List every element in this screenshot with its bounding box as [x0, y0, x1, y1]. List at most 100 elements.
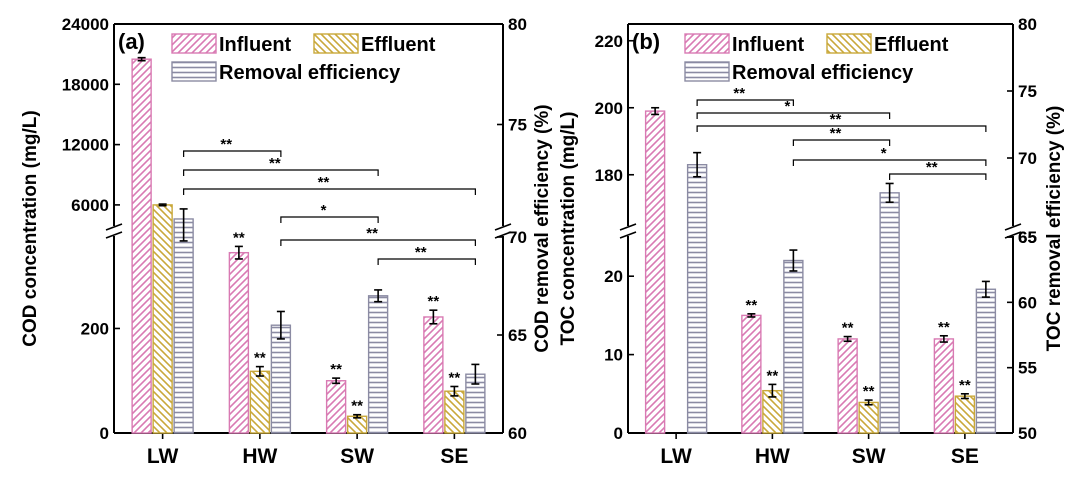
- comparison-label: *: [784, 98, 790, 115]
- significance-mark: **: [233, 229, 245, 246]
- left-tick-label: 200: [81, 319, 109, 338]
- right-tick-label: 65: [508, 326, 527, 345]
- legend-label-removal-efficiency: Removal efficiency: [219, 62, 401, 84]
- legend-label-influent: Influent: [732, 34, 805, 56]
- bar-removal-efficiency-hw: [783, 259, 804, 434]
- bar-influent-sw: [325, 380, 347, 434]
- bar-removal-efficiency-sw: [367, 295, 389, 434]
- significance-mark: **: [959, 377, 971, 394]
- right-tick-label: 55: [1018, 359, 1037, 378]
- panel-label: (b): [632, 29, 660, 54]
- right-tick-label: 80: [1018, 15, 1037, 34]
- comparison-label: *: [321, 202, 327, 219]
- comparison-bracket: [183, 188, 476, 195]
- bar-removal-efficiency-lw: [686, 163, 708, 434]
- category-label-sw: SW: [340, 445, 374, 468]
- comparison-bracket: [696, 112, 891, 119]
- comparison-bracket: [696, 99, 794, 106]
- comparison-bracket: [792, 159, 987, 166]
- significance-mark: **: [842, 320, 854, 337]
- significance-mark: **: [938, 319, 950, 336]
- right-tick-label: 80: [508, 15, 527, 34]
- legend-label-effluent: Effluent: [874, 34, 949, 56]
- bar-removal-efficiency-hw: [270, 324, 292, 434]
- bar-effluent-hw: [249, 370, 271, 434]
- bar-effluent-se: [954, 395, 976, 434]
- left-tick-label: 12000: [62, 136, 109, 155]
- significance-mark: **: [351, 398, 363, 415]
- right-tick-label: 75: [508, 116, 527, 135]
- legend-swatch-effluent: [313, 33, 359, 54]
- left-tick-label: 6000: [71, 196, 109, 215]
- legend-swatch-influent: [684, 33, 730, 54]
- comparison-label: **: [366, 225, 378, 242]
- comparison-bracket: [280, 216, 379, 223]
- comparison-label: **: [733, 85, 745, 102]
- legend-swatch-influent: [171, 33, 217, 54]
- right-tick-label: 50: [1018, 424, 1037, 443]
- left-tick-label: 180: [595, 166, 623, 185]
- comparison-label: **: [269, 155, 281, 172]
- bar-removal-efficiency-se: [975, 288, 997, 434]
- comparison-label: **: [830, 111, 842, 128]
- bar-influent-sw: [837, 338, 858, 434]
- category-label-se: SE: [951, 445, 979, 468]
- comparison-label: *: [881, 145, 887, 162]
- bar-influent-lw: [644, 110, 666, 434]
- category-label-lw: LW: [660, 445, 692, 468]
- panel-label: (a): [118, 29, 145, 54]
- significance-mark: **: [428, 293, 440, 310]
- significance-mark: **: [767, 367, 779, 384]
- comparison-bracket: [183, 169, 379, 176]
- comparison-label: **: [415, 244, 427, 261]
- left-tick-label: 220: [595, 32, 623, 51]
- left-tick-label: 18000: [62, 75, 109, 94]
- right-axis-title: COD removal efficiency (%): [532, 104, 553, 352]
- comparison-bracket: [280, 239, 476, 246]
- left-axis-title: COD concentration (mg/L): [20, 110, 41, 346]
- left-tick-label: 24000: [62, 15, 109, 34]
- left-break-mark: [619, 223, 637, 231]
- bar-effluent-sw: [858, 401, 879, 434]
- left-tick-label: 0: [614, 424, 623, 443]
- bar-effluent-sw: [346, 415, 368, 434]
- legend-label-influent: Influent: [219, 34, 292, 56]
- comparison-bracket: [377, 258, 476, 265]
- comparison-bracket: [889, 173, 987, 180]
- category-label-hw: HW: [755, 445, 790, 468]
- right-break-mark: [1004, 223, 1022, 231]
- comparison-label: **: [220, 136, 232, 153]
- legend-label-removal-efficiency: Removal efficiency: [732, 62, 914, 84]
- right-break-mark: [494, 223, 512, 231]
- bar-removal-efficiency-sw: [879, 192, 900, 434]
- legend-swatch-removal-efficiency: [684, 61, 730, 82]
- right-tick-label: 60: [1018, 293, 1037, 312]
- right-tick-label: 65: [1018, 228, 1037, 247]
- bar-influent-hw: [741, 314, 762, 434]
- chart-panel-a: 6000 12000 18000 24000 0 200 75 80 60 65 70 COD con…: [20, 15, 553, 468]
- comparison-label: **: [318, 174, 330, 191]
- significance-mark: **: [330, 361, 342, 378]
- right-tick-label: 60: [508, 424, 527, 443]
- bar-removal-efficiency-lw: [173, 218, 194, 434]
- left-tick-label: 20: [604, 267, 623, 286]
- left-tick-label: 200: [595, 99, 623, 118]
- right-axis-title: TOC removal efficiency (%): [1044, 106, 1065, 352]
- significance-mark: **: [449, 369, 461, 386]
- significance-mark: **: [746, 297, 758, 314]
- comparison-label: **: [926, 159, 938, 176]
- legend-swatch-removal-efficiency: [171, 61, 217, 82]
- category-label-se: SE: [440, 445, 468, 468]
- bar-influent-lw: [131, 58, 152, 434]
- bar-influent-hw: [228, 251, 250, 434]
- legend-label-effluent: Effluent: [361, 34, 436, 56]
- significance-mark: **: [863, 383, 875, 400]
- comparison-label: **: [830, 125, 842, 142]
- category-label-sw: SW: [852, 445, 886, 468]
- category-label-lw: LW: [147, 445, 179, 468]
- left-break-mark: [105, 223, 123, 231]
- right-tick-label: 70: [508, 228, 527, 247]
- category-label-hw: HW: [242, 445, 277, 468]
